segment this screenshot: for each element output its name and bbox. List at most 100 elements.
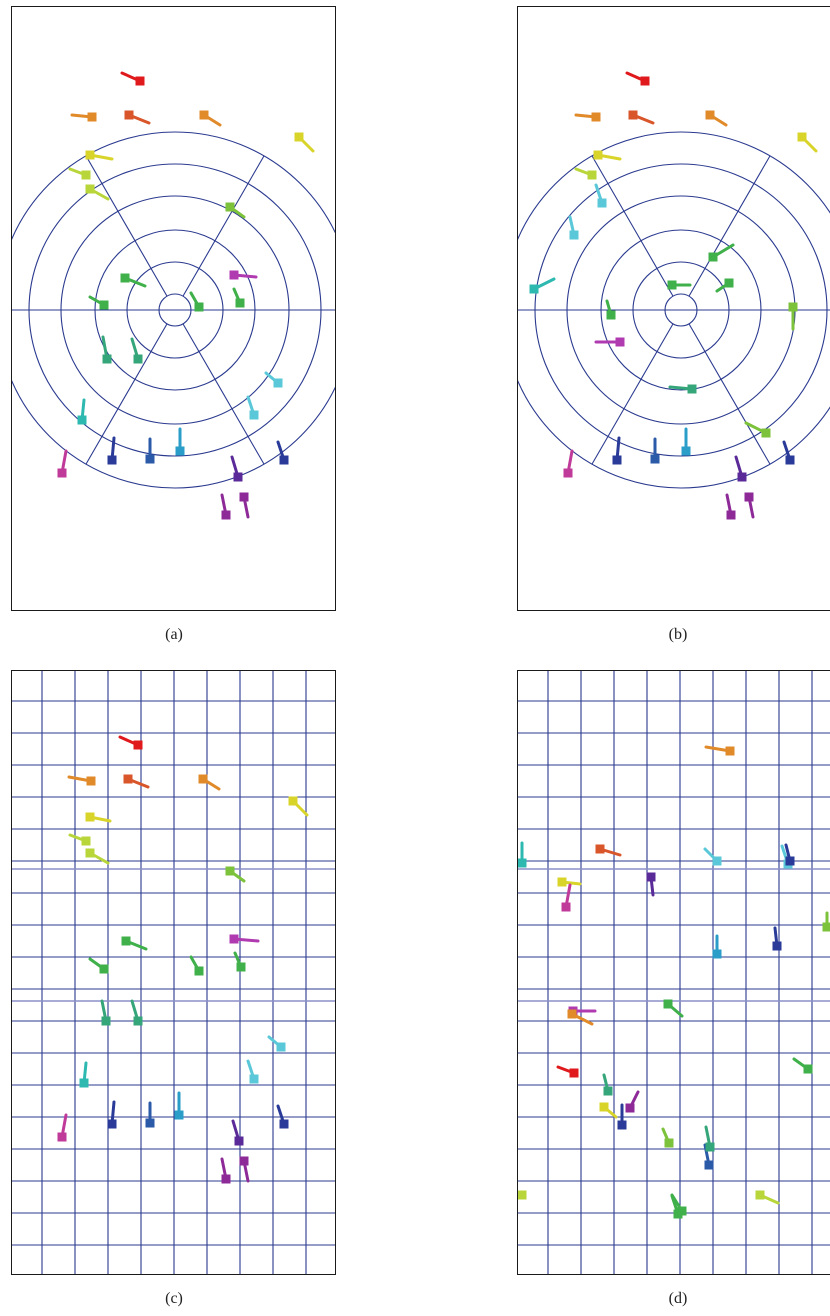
marker-square [724, 278, 734, 288]
marker-square [79, 1078, 89, 1088]
marker-square [712, 856, 722, 866]
grid-spoke [182, 155, 265, 297]
marker-square [133, 1016, 143, 1026]
marker-square [236, 962, 246, 972]
marker-square [518, 1190, 527, 1200]
marker-square [145, 454, 155, 464]
marker-square [249, 1074, 259, 1084]
marker-square [646, 872, 656, 882]
marker-square [107, 455, 117, 465]
marker-square [279, 455, 289, 465]
marker-square [81, 836, 91, 846]
marker-square [102, 354, 112, 364]
marker-square [77, 415, 87, 425]
marker-square [124, 110, 134, 120]
grid-spoke [591, 323, 674, 465]
marker-square [772, 941, 782, 951]
marker-square [667, 280, 677, 290]
panel-a-canvas [12, 71, 335, 520]
marker-square [133, 740, 143, 750]
marker-square [120, 273, 130, 283]
marker-square [664, 1138, 674, 1148]
marker-square [221, 510, 231, 520]
marker-square [587, 170, 597, 180]
marker-square [681, 446, 691, 456]
marker-square [239, 492, 249, 502]
marker-square [86, 776, 96, 786]
marker-square [803, 1064, 813, 1074]
marker-square [606, 310, 616, 320]
caption-c: (c) [165, 1290, 183, 1307]
grid-spoke [688, 155, 771, 297]
marker-square [235, 298, 245, 308]
marker-square [569, 1068, 579, 1078]
marker-square [663, 999, 673, 1009]
marker-square [121, 936, 131, 946]
panel-d-rect-grid [517, 670, 830, 1275]
marker-square [712, 949, 722, 959]
panel-b-polar-grid [517, 6, 830, 611]
marker-square [725, 746, 735, 756]
marker-square [234, 1136, 244, 1146]
marker-square [225, 866, 235, 876]
marker-square [687, 384, 697, 394]
marker-square [640, 76, 650, 86]
grid-spoke [591, 155, 674, 297]
panel-b-canvas [518, 71, 830, 520]
marker-square [557, 877, 567, 887]
marker-square [85, 848, 95, 858]
marker-square [229, 934, 239, 944]
marker-square [194, 966, 204, 976]
marker-square [101, 1016, 111, 1026]
marker-square [57, 468, 67, 478]
grid-spoke [182, 323, 265, 465]
marker-square [229, 270, 239, 280]
marker-square [249, 410, 259, 420]
marker-square [99, 964, 109, 974]
marker-square [133, 354, 143, 364]
marker-square [81, 170, 91, 180]
marker-square [239, 1156, 249, 1166]
caption-a: (a) [165, 626, 183, 643]
marker-square [603, 1086, 613, 1096]
marker-square [279, 1119, 289, 1129]
marker-square [755, 1190, 765, 1200]
marker-square [628, 110, 638, 120]
marker-square [85, 812, 95, 822]
marker-square [567, 1009, 577, 1019]
marker-square [233, 472, 243, 482]
marker-square [615, 337, 625, 347]
marker-square [650, 454, 660, 464]
marker-square [194, 302, 204, 312]
grid-ring [518, 131, 830, 489]
marker-square [85, 184, 95, 194]
marker-square [276, 1042, 286, 1052]
marker-square [595, 844, 605, 854]
marker-square [174, 1110, 184, 1120]
marker-square [57, 1132, 67, 1142]
marker-square [761, 428, 771, 438]
marker-square [529, 284, 539, 294]
marker-square [708, 252, 718, 262]
marker-square [591, 112, 601, 122]
marker-square [99, 300, 109, 310]
marker-square [705, 110, 715, 120]
marker-square [597, 198, 607, 208]
marker-square [563, 468, 573, 478]
marker-square [617, 1120, 627, 1130]
marker-square [273, 378, 283, 388]
marker-square [726, 510, 736, 520]
marker-square [788, 302, 798, 312]
marker-square [797, 132, 807, 142]
marker-square [85, 150, 95, 160]
marker-square [107, 1119, 117, 1129]
marker-square [561, 902, 571, 912]
marker-square [737, 472, 747, 482]
marker-square [175, 446, 185, 456]
marker-square [294, 132, 304, 142]
marker-square [625, 1103, 635, 1113]
caption-d: (d) [668, 1290, 688, 1307]
marker-square [145, 1118, 155, 1128]
caption-b: (b) [668, 626, 688, 643]
marker-square [673, 1209, 683, 1219]
